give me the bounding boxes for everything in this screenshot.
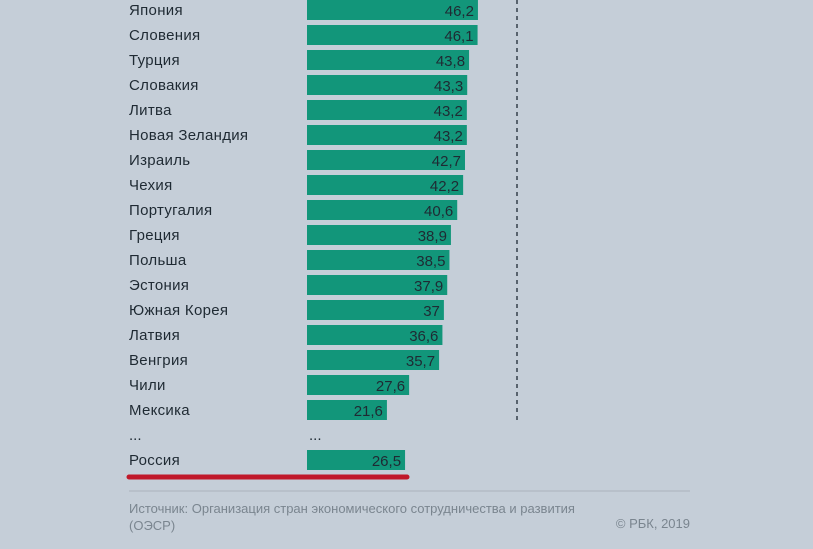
country-label: Словения [129, 27, 200, 44]
value-label: 42,7 [432, 153, 461, 170]
country-label: Португалия [129, 202, 212, 219]
value-label: 43,2 [434, 128, 463, 145]
value-label: 27,6 [376, 378, 405, 395]
bar [307, 375, 410, 395]
bar [307, 400, 387, 420]
value-label: 26,5 [372, 453, 401, 470]
country-label: Чили [129, 377, 166, 394]
country-label: Польша [129, 252, 187, 269]
bar [307, 0, 478, 20]
bar [307, 450, 406, 470]
bar [307, 325, 443, 345]
value-label: 37 [423, 303, 440, 320]
value-label: 38,9 [418, 228, 447, 245]
value-label: 43,8 [436, 53, 465, 70]
chart-rows: Япония 46,2 Словения 46,1 Турция 43,8 Словакия… [126, 0, 478, 480]
value-label: 43,2 [434, 103, 463, 120]
bar [307, 150, 465, 170]
country-label: Латвия [129, 327, 180, 344]
value-label: 37,9 [414, 278, 443, 295]
country-label: Новая Зеландия [129, 127, 248, 144]
bar [307, 225, 451, 245]
bar [307, 175, 464, 195]
bar [307, 75, 468, 95]
country-label: Литва [129, 102, 172, 119]
value-label: 46,2 [445, 3, 474, 20]
ellipsis-label: ... [129, 427, 142, 444]
bar [307, 200, 458, 220]
country-label: Чехия [129, 177, 173, 194]
value-label: 40,6 [424, 203, 453, 220]
country-label: Турция [129, 52, 180, 69]
value-label: 46,1 [444, 28, 473, 45]
bar [307, 125, 467, 145]
ellipsis-value: ... [309, 427, 322, 444]
country-label: Мексика [129, 402, 190, 419]
value-label: 21,6 [354, 403, 383, 420]
bar [307, 350, 440, 370]
country-label: Израиль [129, 152, 190, 169]
value-label: 35,7 [406, 353, 435, 370]
value-label: 38,5 [416, 253, 445, 270]
country-label: Словакия [129, 77, 199, 94]
bar [307, 300, 444, 320]
value-label: 42,2 [430, 178, 459, 195]
country-label: Венгрия [129, 352, 188, 369]
country-label: Россия [129, 452, 180, 469]
copyright: © РБК, 2019 [615, 516, 690, 531]
bar [307, 275, 448, 295]
source-note: Источник: Организация стран экономическо… [129, 501, 575, 533]
country-label: Эстония [129, 277, 189, 294]
bar [307, 100, 467, 120]
value-label: 43,3 [434, 78, 463, 95]
bar [307, 50, 470, 70]
country-label: Япония [129, 2, 183, 19]
value-label: 36,6 [409, 328, 438, 345]
country-label: Греция [129, 227, 180, 244]
bar [307, 25, 478, 45]
bar [307, 250, 450, 270]
country-label: Южная Корея [129, 302, 228, 319]
